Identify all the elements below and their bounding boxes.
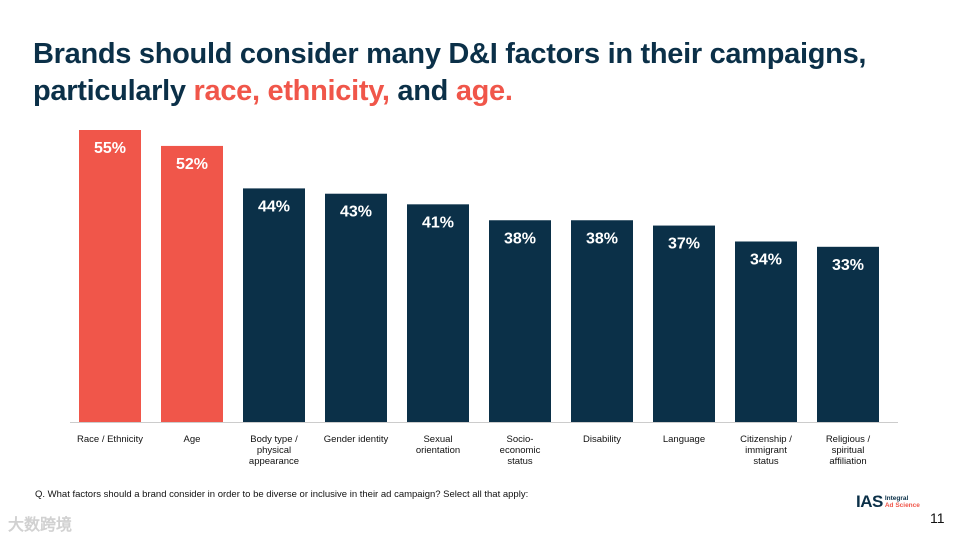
- category-label-10: Religious / spiritual affiliation: [826, 434, 871, 467]
- bar-2: [161, 145, 223, 422]
- bar-value-label-2: 52%: [176, 156, 208, 173]
- watermark: 大数跨境: [8, 517, 73, 534]
- category-label-2: Age: [184, 434, 201, 445]
- logo-wordmark: IAS: [856, 492, 883, 511]
- logo-line-1: Integral: [884, 495, 909, 502]
- bar-value-label-9: 34%: [750, 251, 782, 268]
- category-label-5: Sexual orientation: [416, 434, 460, 456]
- bar-10: [817, 246, 879, 422]
- bar-value-label-10: 33%: [832, 257, 864, 274]
- bar-1: [79, 130, 141, 422]
- bar-3: [243, 188, 305, 422]
- title-highlight-age: age.: [455, 75, 513, 107]
- bar-value-label-3: 44%: [258, 198, 290, 215]
- category-label-1: Race / Ethnicity: [77, 434, 143, 445]
- bar-value-label-8: 37%: [668, 236, 700, 253]
- bar-value-label-1: 55%: [94, 140, 126, 157]
- category-label-6: Socio-economic status: [500, 434, 541, 467]
- category-label-8: Language: [663, 434, 705, 445]
- survey-question-footnote: Q. What factors should a brand consider …: [35, 489, 529, 500]
- bar-5: [407, 204, 469, 422]
- bar-9: [735, 241, 797, 422]
- bar-value-label-4: 43%: [340, 204, 372, 221]
- bar-value-label-6: 38%: [504, 230, 536, 247]
- category-label-4: Gender identity: [324, 434, 389, 445]
- category-label-3: Body type / physical appearance: [249, 434, 299, 467]
- bar-6: [489, 220, 551, 422]
- category-label-7: Disability: [583, 434, 621, 445]
- bar-7: [571, 220, 633, 422]
- title-highlight-race-ethnicity: race, ethnicity,: [193, 75, 390, 107]
- title-line-1: Brands should consider many D&I factors …: [33, 38, 867, 70]
- title-line-2-start: particularly: [33, 75, 194, 107]
- ias-logo: IAS Integral Ad Science: [856, 492, 920, 512]
- page-title: Brands should consider many D&I factors …: [33, 36, 933, 110]
- bar-4: [325, 193, 387, 422]
- logo-line-2: Ad Science: [884, 502, 920, 509]
- bar-value-label-5: 41%: [422, 214, 454, 231]
- bar-value-label-7: 38%: [586, 230, 618, 247]
- page-number: 11: [930, 510, 945, 526]
- title-line-2-and: and: [389, 75, 456, 107]
- logo-subtext: Integral Ad Science: [885, 495, 920, 509]
- bar-8: [653, 225, 715, 422]
- category-label-9: Citizenship / immigrant status: [740, 434, 792, 467]
